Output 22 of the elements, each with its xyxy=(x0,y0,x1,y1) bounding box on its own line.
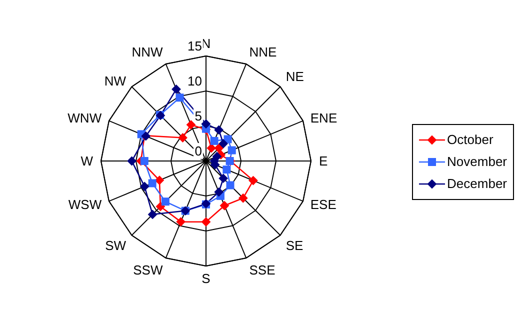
spoke-label: SSE xyxy=(249,262,276,278)
spoke-label: S xyxy=(202,271,211,286)
y-tick-label: 10 xyxy=(188,74,202,88)
spoke-label: NNW xyxy=(132,44,164,60)
spoke-label: W xyxy=(80,154,94,169)
spoke-label: NNE xyxy=(249,44,278,60)
spoke-label: NE xyxy=(286,69,304,84)
spoke-label: NW xyxy=(104,74,127,89)
spoke-label: SE xyxy=(286,238,304,254)
y-tick-label: 0 xyxy=(194,144,202,158)
legend-label: October xyxy=(447,132,494,147)
y-tick-label: 15 xyxy=(188,38,202,54)
spoke-label: E xyxy=(319,154,328,169)
legend-label: December xyxy=(447,176,507,191)
legend-label: November xyxy=(447,154,507,169)
spoke-label: SSW xyxy=(133,262,164,278)
y-tick-label: 5 xyxy=(194,108,202,124)
spoke-label: ENE xyxy=(310,110,338,126)
spoke-label: WNW xyxy=(68,110,102,126)
spoke-label: WSW xyxy=(68,196,102,212)
spoke-label: SW xyxy=(105,238,127,254)
spoke-label: ESE xyxy=(310,196,337,212)
